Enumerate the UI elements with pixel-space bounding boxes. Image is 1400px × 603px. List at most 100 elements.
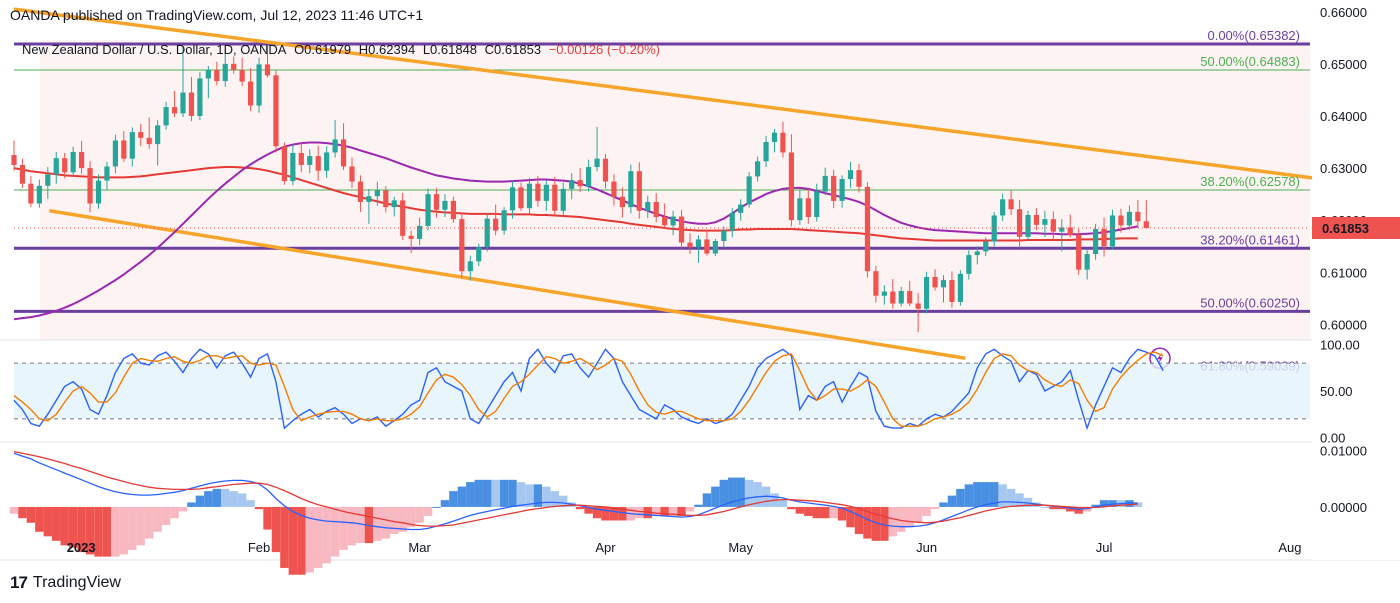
macd-histogram-bar [1040, 506, 1050, 508]
candle-body [315, 156, 321, 171]
candle-body [509, 187, 516, 211]
candle-body [340, 139, 347, 167]
candle-body [898, 291, 904, 304]
macd-histogram-bar [677, 506, 686, 516]
macd-histogram-bar [229, 491, 238, 507]
candle-body [847, 170, 854, 180]
macd-histogram-bar [609, 506, 619, 521]
macd-histogram-bar [1049, 506, 1058, 510]
close-value: C0.61853 [484, 42, 542, 57]
candle-body [357, 181, 364, 202]
candle-body [155, 125, 161, 145]
candle-body [188, 92, 195, 116]
candle-body [805, 198, 811, 218]
macd-histogram-bar [559, 495, 568, 507]
macd-histogram-bar [542, 486, 551, 507]
candle-body [594, 158, 600, 168]
candle-body [755, 161, 761, 177]
candle-body [11, 155, 17, 165]
macd-histogram-bar [170, 506, 179, 519]
candle-body [281, 146, 287, 182]
time-axis-label: 2023 [67, 540, 96, 555]
macd-histogram-bar [499, 479, 509, 507]
candle-body [822, 175, 828, 192]
macd-histogram-bar [871, 506, 881, 541]
symbol-title[interactable]: New Zealand Dollar / U.S. Dollar, 1D, OA… [22, 42, 287, 57]
macd-histogram-bar [694, 504, 703, 507]
macd-histogram-bar [102, 506, 112, 557]
candle-body [932, 276, 938, 288]
candle-body [493, 218, 499, 231]
macd-histogram-bar [702, 493, 712, 507]
macd-histogram-bar [821, 506, 830, 519]
macd-histogram-bar [221, 488, 230, 507]
macd-histogram-bar [913, 506, 923, 523]
candle-body [264, 64, 271, 76]
macd-histogram-bar [1133, 502, 1143, 507]
candle-body [738, 204, 744, 213]
candle-body [1033, 214, 1040, 225]
current-price-tag [1312, 216, 1400, 239]
tradingview-brand[interactable]: 17 TradingView [10, 573, 121, 593]
macd-histogram-bar [550, 491, 559, 507]
candle-body [45, 174, 51, 186]
macd-histogram-bar [288, 506, 298, 575]
candle-body [780, 132, 786, 153]
candle-body [1084, 254, 1090, 270]
candle-body [814, 191, 820, 218]
candle-body [983, 241, 989, 252]
macd-histogram-bar [1006, 488, 1016, 507]
current-price-tag-label: 0.61853 [1322, 221, 1369, 236]
price-axis-label: 0.63000 [1320, 161, 1367, 176]
candle-body [1143, 221, 1149, 228]
macd-histogram-bar [1066, 506, 1075, 512]
macd-histogram-bar [457, 486, 467, 507]
fib-label: 38.20%(0.62578) [1200, 174, 1300, 189]
candle-body [400, 200, 406, 236]
candle-body [678, 216, 685, 243]
candle-body [19, 164, 26, 184]
candle-body [1118, 215, 1124, 226]
macd-histogram-bar [339, 506, 348, 550]
candle-body [36, 185, 42, 204]
candle-body [957, 273, 963, 302]
macd-histogram-bar [145, 506, 154, 539]
lightning-icon-bolt [1157, 352, 1163, 365]
candle-body [915, 303, 921, 309]
candle-body [298, 152, 304, 165]
macd-histogram-bar [128, 506, 137, 550]
candle-body [197, 78, 203, 116]
candle-body [374, 190, 380, 197]
change-value: −0.00126 (−0.20%) [548, 42, 660, 57]
brand-name: TradingView [32, 574, 121, 591]
open-value: O0.61979 [294, 42, 352, 57]
macd-histogram-bar [1074, 506, 1083, 514]
candle-body [966, 255, 972, 274]
ohlc-legend: New Zealand Dollar / U.S. Dollar, 1D, OA… [22, 42, 664, 57]
candle-body [695, 239, 702, 248]
macd-histogram-bar [43, 506, 52, 537]
macd-histogram-bar [432, 506, 441, 508]
candle-body [248, 81, 254, 106]
candle-body [467, 261, 473, 272]
candle-body [349, 166, 355, 182]
candle-body [1093, 229, 1099, 255]
candle-body [577, 180, 583, 187]
candle-body [205, 70, 211, 79]
price-axis-label: 0.66000 [1320, 5, 1367, 20]
time-axis-label: Feb [248, 540, 270, 555]
macd-histogram-bar [381, 506, 390, 539]
candle-body [771, 132, 778, 143]
macd-histogram-bar [280, 506, 289, 568]
candle-body [290, 152, 296, 182]
macd-histogram-bar [330, 506, 340, 557]
candle-body [138, 132, 144, 138]
candle-body [907, 291, 913, 304]
candle-body [433, 194, 440, 210]
candle-body [763, 142, 769, 162]
macd-histogram-bar [423, 506, 433, 516]
macd-histogram-bar [829, 506, 838, 519]
candle-body [560, 188, 566, 211]
candle-body [1042, 219, 1048, 225]
